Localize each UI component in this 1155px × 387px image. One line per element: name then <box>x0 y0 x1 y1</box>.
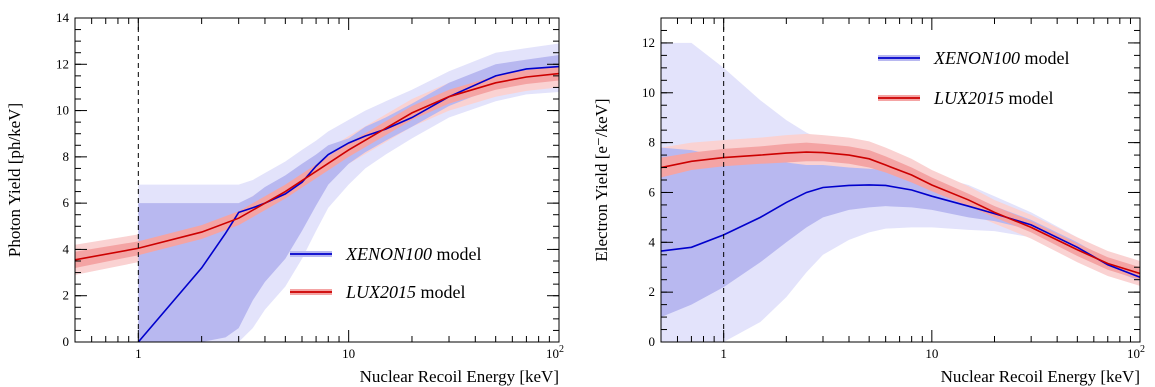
x-tick-label: 102 <box>546 344 564 361</box>
y-tick-label: 0 <box>649 334 656 349</box>
y-tick-label: 6 <box>649 184 656 199</box>
y-tick-label: 0 <box>63 334 70 349</box>
series-0-line <box>661 184 1140 278</box>
x-tick-label: 102 <box>1127 344 1145 361</box>
x-tick-label: 10 <box>342 346 355 361</box>
y-tick-label: 2 <box>649 284 656 299</box>
plot-area <box>75 43 559 342</box>
x-tick-label: 1 <box>720 346 727 361</box>
series-0-line <box>137 65 559 342</box>
series-1-inner-band <box>75 66 559 268</box>
legend-entry-rest: model <box>432 244 482 264</box>
x-tick-label-base: 10 <box>546 346 559 361</box>
y-tick-label: 4 <box>63 241 70 256</box>
y-axis-title: Electron Yield [e⁻/keV] <box>592 98 611 261</box>
legend-entry-label: LUX2015 model <box>933 88 1054 108</box>
y-tick-label: 8 <box>63 149 70 164</box>
legend-entry-rest: model <box>1020 48 1070 68</box>
x-tick-label-exponent: 2 <box>1140 344 1145 355</box>
series-1-line <box>661 151 1140 275</box>
x-axis-title: Nuclear Recoil Energy [keV] <box>941 367 1140 386</box>
legend-entry-rest: model <box>416 282 466 302</box>
x-tick-label-base: 10 <box>1127 346 1140 361</box>
y-tick-label: 8 <box>649 135 656 150</box>
legend-entry-italic: XENON100 <box>933 48 1020 68</box>
legend-entry-rest: model <box>1004 88 1054 108</box>
legend-entry-label: XENON100 model <box>345 244 482 264</box>
x-tick-label: 1 <box>135 346 142 361</box>
y-tick-label: 6 <box>63 195 70 210</box>
y-tick-label: 14 <box>56 10 70 25</box>
y-tick-label: 10 <box>642 85 655 100</box>
y-tick-label: 12 <box>56 56 69 71</box>
legend-entry-italic: LUX2015 <box>933 88 1004 108</box>
plot-area <box>661 42 1140 342</box>
x-axis-title: Nuclear Recoil Energy [keV] <box>360 367 559 386</box>
legend-entry-italic: LUX2015 <box>345 282 416 302</box>
y-tick-label: 10 <box>56 103 69 118</box>
legend-entry-label: LUX2015 model <box>345 282 466 302</box>
legend-entry-label: XENON100 model <box>933 48 1070 68</box>
y-axis-title: Photon Yield [ph/keV] <box>5 103 24 257</box>
x-tick-label-exponent: 2 <box>559 344 564 355</box>
x-tick-label: 10 <box>925 346 938 361</box>
legend-entry-italic: XENON100 <box>345 244 432 264</box>
y-tick-label: 12 <box>642 35 655 50</box>
y-tick-label: 4 <box>649 234 656 249</box>
series-1-line <box>75 72 559 261</box>
series-0-inner-band <box>661 147 1140 318</box>
series-0-inner-band <box>138 55 559 342</box>
y-tick-label: 2 <box>63 288 70 303</box>
